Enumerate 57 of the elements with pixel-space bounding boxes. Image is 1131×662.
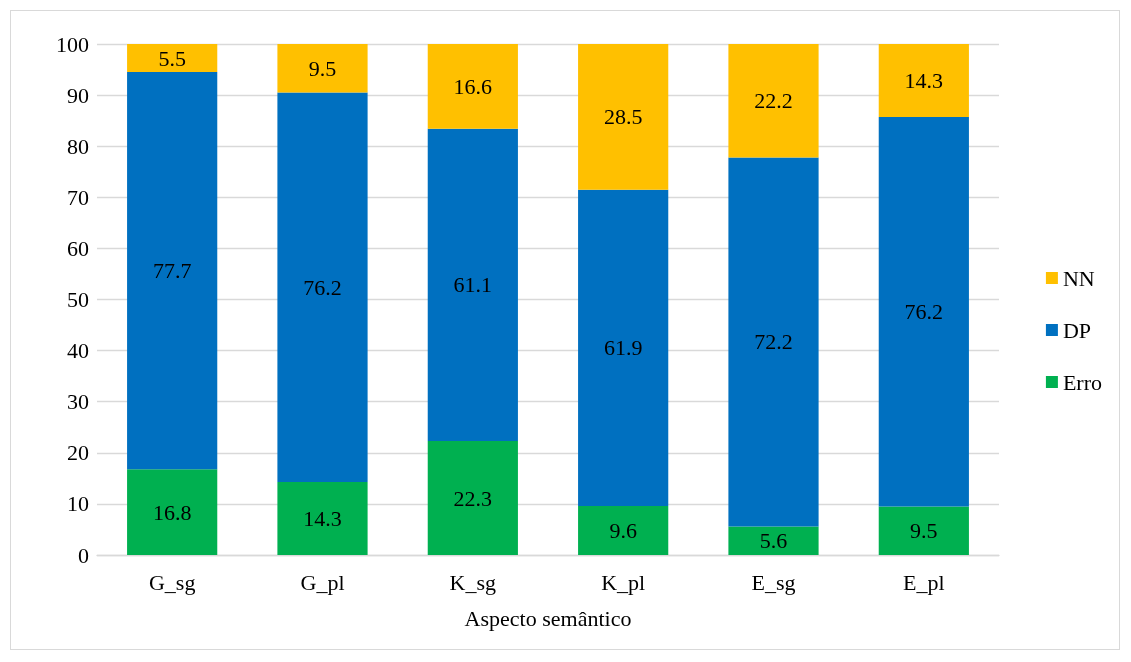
legend-label: Erro: [1062, 369, 1102, 395]
data-label: 77.7: [152, 258, 192, 284]
y-tick-label: 30: [67, 389, 89, 415]
bar: [728, 44, 819, 158]
data-label: 9.5: [910, 518, 938, 544]
data-label: 16.8: [152, 499, 192, 525]
y-tick-label: 70: [67, 184, 89, 210]
data-label: 61.9: [603, 335, 643, 361]
data-label: 5.6: [759, 528, 788, 554]
x-tick-label: G_sg: [148, 569, 196, 595]
bar: [277, 92, 368, 482]
y-tick-label: 90: [67, 82, 89, 108]
bar: [728, 526, 819, 555]
data-label: 76.2: [904, 299, 944, 325]
bar: [578, 189, 669, 506]
data-label: 5.5: [158, 45, 186, 71]
data-label: 22.2: [754, 88, 793, 114]
bar: [878, 44, 969, 118]
y-tick-label: 20: [67, 440, 89, 466]
x-tick-label: G_pl: [300, 569, 345, 595]
y-tick-label: 80: [67, 133, 89, 159]
y-tick-label: 0: [78, 542, 89, 568]
y-tick-label: 40: [67, 338, 89, 364]
data-label: 76.2: [303, 274, 342, 300]
bar: [878, 506, 969, 555]
bar: [127, 44, 218, 73]
bar: [277, 44, 368, 93]
bar: [427, 128, 518, 442]
data-label: 28.5: [603, 104, 643, 130]
data-label: 14.3: [303, 505, 342, 531]
legend-label: DP: [1062, 317, 1092, 343]
x-tick-label: K_pl: [601, 569, 646, 595]
bar: [277, 481, 368, 555]
x-tick-label: E_pl: [903, 569, 945, 595]
x-tick-label: K_sg: [449, 569, 497, 595]
data-label: 9.5: [308, 55, 337, 81]
y-tick-label: 100: [56, 31, 89, 57]
data-label: 72.2: [754, 329, 793, 355]
bar: [427, 44, 518, 129]
bar: [878, 117, 969, 507]
bar: [427, 441, 518, 555]
bar: [127, 72, 218, 470]
bar: [728, 157, 819, 527]
data-label: 16.6: [453, 73, 493, 99]
legend-label: NN: [1062, 265, 1095, 291]
data-label: 61.1: [453, 272, 493, 298]
y-tick-label: 10: [67, 491, 89, 517]
y-tick-label: 60: [67, 235, 89, 261]
y-tick-label: 50: [67, 287, 89, 312]
data-label: 9.6: [609, 517, 637, 543]
bar: [127, 469, 218, 555]
data-label: 14.3: [904, 68, 944, 94]
x-axis-title: Aspecto semântico: [464, 605, 632, 631]
x-tick-label: E_sg: [751, 569, 796, 595]
bar: [578, 44, 669, 190]
bar: [578, 505, 669, 555]
data-label: 22.3: [453, 485, 493, 511]
